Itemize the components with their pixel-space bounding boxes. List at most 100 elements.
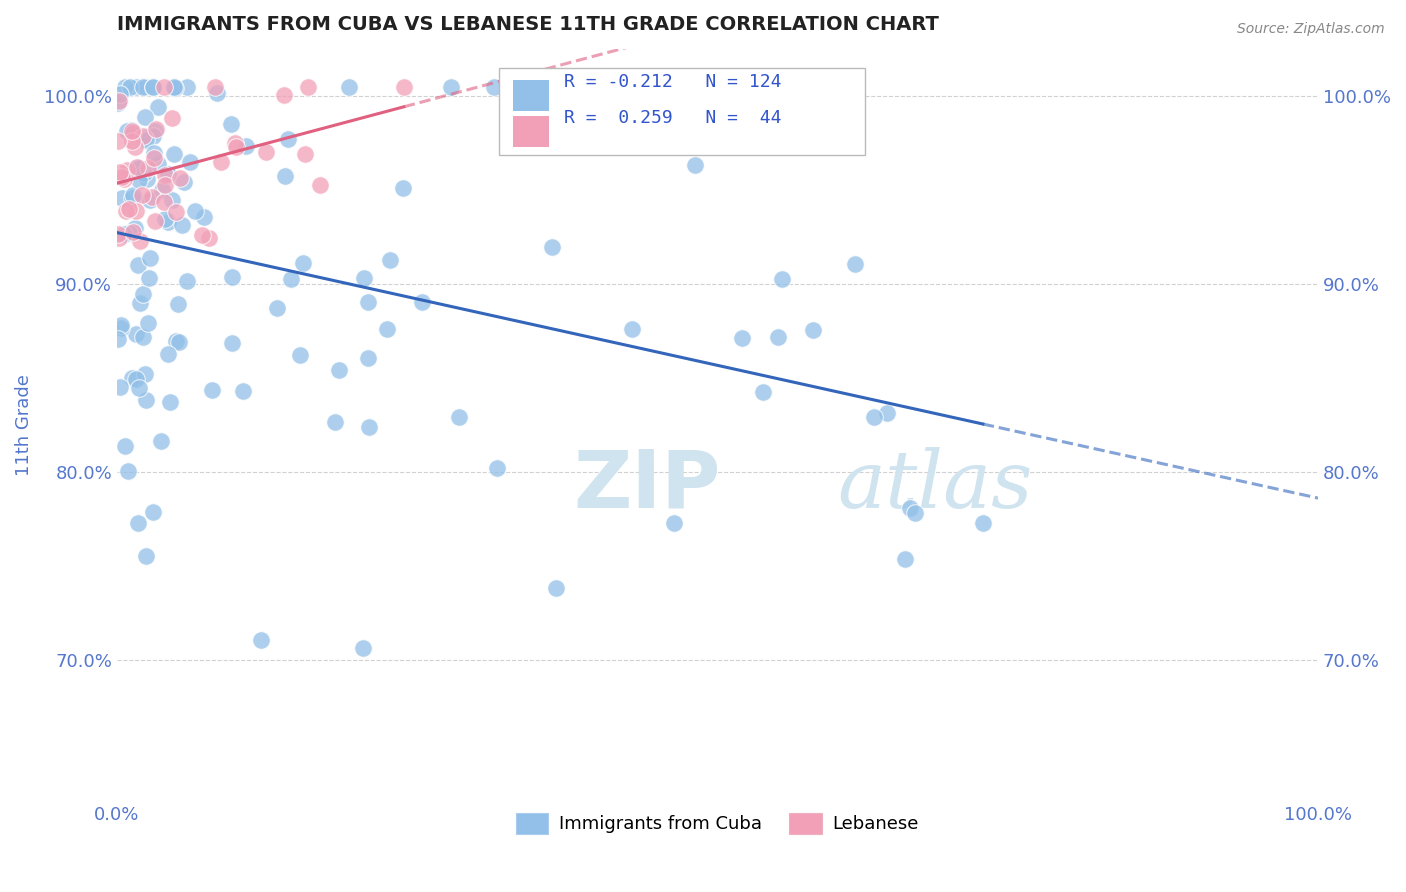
Point — [121, 135, 143, 149]
Point — [143, 152, 166, 166]
Point — [153, 80, 176, 95]
Point — [508, 80, 530, 95]
Point — [224, 136, 246, 150]
Point — [620, 321, 643, 335]
Point — [146, 100, 169, 114]
Point — [112, 171, 135, 186]
Point — [294, 147, 316, 161]
Point — [142, 128, 165, 143]
Point — [117, 226, 139, 240]
Point — [136, 317, 159, 331]
Point — [205, 87, 228, 101]
Point — [540, 240, 562, 254]
Point — [120, 123, 142, 137]
Point — [290, 348, 312, 362]
Point — [863, 409, 886, 424]
Point — [141, 505, 163, 519]
Point — [359, 420, 381, 434]
Point — [162, 111, 184, 125]
Point — [221, 336, 243, 351]
Point — [155, 168, 177, 182]
Point — [392, 80, 415, 95]
Point — [117, 464, 139, 478]
Point — [323, 415, 346, 429]
Point — [544, 582, 567, 596]
Point — [127, 516, 149, 531]
Point — [280, 272, 302, 286]
Point — [337, 80, 360, 95]
Point — [165, 204, 187, 219]
Text: Source: ZipAtlas.com: Source: ZipAtlas.com — [1237, 22, 1385, 37]
Point — [121, 191, 143, 205]
Point — [844, 257, 866, 271]
Point — [108, 231, 131, 245]
Point — [142, 80, 165, 95]
Point — [232, 384, 254, 399]
Point — [204, 80, 226, 95]
Point — [114, 80, 136, 95]
Point — [193, 210, 215, 224]
Point — [141, 190, 163, 204]
Point — [277, 132, 299, 146]
Point — [108, 94, 131, 108]
Point — [112, 227, 135, 242]
Point — [129, 295, 152, 310]
Point — [184, 204, 207, 219]
Point — [136, 172, 159, 186]
Point — [145, 122, 167, 136]
Point — [127, 258, 149, 272]
Point — [107, 332, 129, 346]
Point — [150, 434, 173, 449]
Point — [146, 156, 169, 170]
Point — [139, 193, 162, 207]
Point — [972, 516, 994, 530]
Point — [139, 251, 162, 265]
Point — [176, 274, 198, 288]
Text: R =  0.259   N =  44: R = 0.259 N = 44 — [564, 109, 782, 128]
Point — [143, 146, 166, 161]
Point — [209, 155, 232, 169]
Point — [122, 225, 145, 239]
Point — [377, 322, 399, 336]
Point — [115, 123, 138, 137]
Point — [731, 331, 754, 345]
Point — [118, 202, 141, 216]
Point — [190, 227, 212, 242]
Point — [134, 368, 156, 382]
Point — [107, 96, 129, 111]
Point — [124, 372, 146, 386]
Point — [219, 117, 242, 131]
Point — [132, 80, 155, 95]
Point — [125, 204, 148, 219]
Point — [156, 214, 179, 228]
Point — [124, 140, 146, 154]
Point — [134, 131, 156, 145]
Point — [163, 146, 186, 161]
Point — [357, 351, 380, 366]
Point — [143, 124, 166, 138]
Point — [157, 347, 180, 361]
Point — [297, 80, 319, 95]
Text: ZIP: ZIP — [574, 447, 721, 524]
Point — [131, 329, 153, 343]
Point — [179, 155, 201, 169]
Point — [142, 80, 165, 95]
FancyBboxPatch shape — [513, 116, 550, 147]
Point — [447, 410, 470, 425]
Point — [124, 221, 146, 235]
Point — [484, 80, 506, 95]
Point — [770, 272, 793, 286]
Point — [894, 552, 917, 566]
Point — [165, 334, 187, 348]
Point — [801, 322, 824, 336]
Point — [124, 161, 146, 175]
Point — [107, 135, 129, 149]
Point — [155, 178, 177, 193]
Point — [173, 175, 195, 189]
Point — [125, 326, 148, 341]
Point — [122, 187, 145, 202]
Point — [118, 80, 141, 95]
Point — [685, 158, 707, 172]
Point — [155, 211, 177, 226]
Point — [124, 80, 146, 95]
